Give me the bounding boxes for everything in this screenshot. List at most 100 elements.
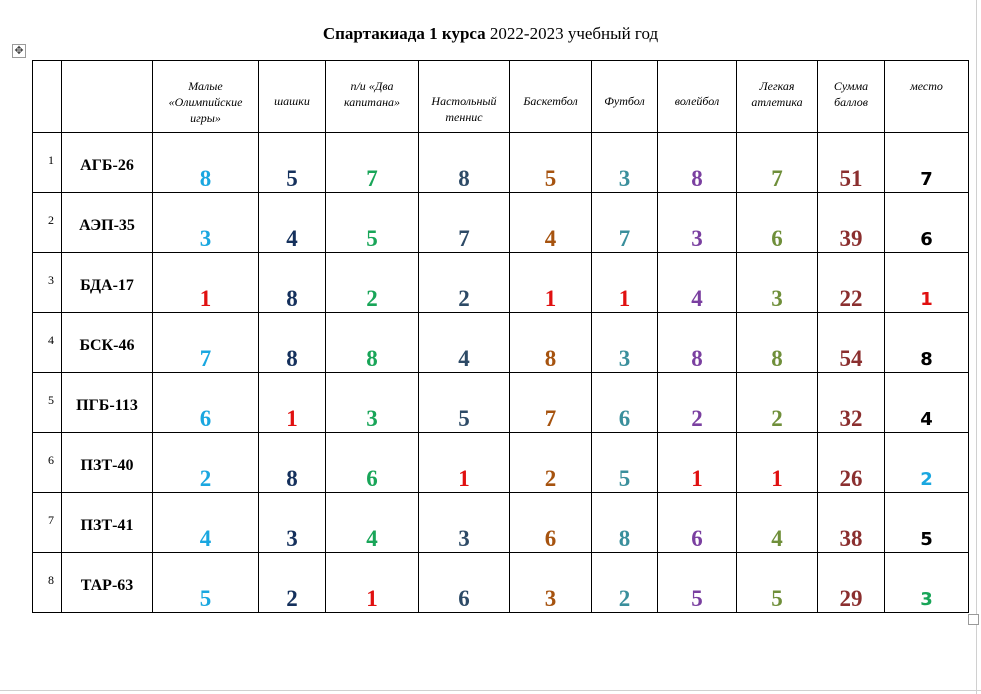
score-cell: 5 [258,132,326,193]
table-row: 8 ТАР-63 5 2 1 6 3 2 5 5 29 3 [32,552,969,613]
row-number-cell: 6 [32,432,62,493]
score-cell: 6 [591,372,658,433]
score-cell: 4 [258,192,326,253]
header-label: Футбол [604,94,645,108]
score-cell: 1 [591,252,658,313]
row-number: 3 [48,273,54,287]
header-cell: п/и «Два капитана» [325,60,419,133]
table-resize-handle[interactable] [968,614,979,625]
group-cell: ТАР-63 [61,552,153,613]
score-value: 1 [286,406,298,431]
row-number-cell: 4 [32,312,62,373]
group-cell: АЭП-35 [61,192,153,253]
row-number: 6 [48,453,54,467]
score-value: 8 [366,346,378,371]
score-cell: 2 [258,552,326,613]
row-number: 8 [48,573,54,587]
score-cell: 8 [325,312,419,373]
score-cell: 8 [258,432,326,493]
score-cell: 7 [736,132,818,193]
score-cell: 8 [418,132,510,193]
group-name: АГБ-26 [80,157,134,174]
score-value: 8 [691,346,703,371]
score-value: 2 [618,586,631,611]
score-cell: 2 [591,552,658,613]
score-value: 2 [286,586,298,611]
title-year-part: 2022-2023 учебный год [489,24,659,43]
header-label: п/и «Два капитана» [343,79,401,109]
score-cell: 38 [817,492,885,553]
place-cell: 2 [884,432,969,493]
score-value: 5 [544,166,557,191]
score-value: 4 [366,526,378,551]
score-value: 7 [618,226,631,251]
place-cell: 7 [884,132,969,193]
score-cell: 51 [817,132,885,193]
score-cell: 39 [817,192,885,253]
score-value: 1 [544,286,557,311]
score-value: 3 [366,406,378,431]
score-cell: 3 [509,552,592,613]
table-move-handle-icon[interactable]: ✥ [12,44,26,58]
place-value: 1 [920,289,933,310]
score-cell: 2 [418,252,510,313]
score-cell: 8 [736,312,818,373]
score-cell: 1 [657,432,737,493]
row-number-cell: 3 [32,252,62,313]
score-value: 8 [458,166,470,191]
score-cell: 8 [657,132,737,193]
score-cell: 4 [152,492,259,553]
score-cell: 4 [509,192,592,253]
row-number-cell: 5 [32,372,62,433]
score-value: 6 [618,406,631,431]
score-cell: 22 [817,252,885,313]
score-value: 5 [199,586,212,611]
table-row: 3 БДА-17 1 8 2 2 1 1 4 3 22 1 [32,252,969,313]
score-cell: 7 [509,372,592,433]
score-value: 6 [544,526,557,551]
row-number: 5 [48,393,54,407]
score-value: 5 [771,586,783,611]
score-cell: 8 [258,252,326,313]
score-value: 4 [691,286,703,311]
score-value: 32 [839,406,863,431]
score-cell: 5 [418,372,510,433]
group-name: ПЗТ-40 [80,457,134,474]
score-cell: 5 [591,432,658,493]
score-value: 38 [839,526,863,551]
score-value: 8 [618,526,631,551]
header-cell: шашки [258,60,326,133]
score-value: 3 [691,226,703,251]
score-cell: 8 [657,312,737,373]
score-cell: 2 [325,252,419,313]
score-value: 7 [199,346,212,371]
row-number-cell: 7 [32,492,62,553]
group-name: ТАР-63 [80,577,134,594]
score-value: 1 [618,286,631,311]
score-value: 8 [544,346,557,371]
score-value: 2 [199,466,212,491]
row-number: 2 [48,213,54,227]
score-cell: 3 [418,492,510,553]
place-cell: 5 [884,492,969,553]
score-cell: 3 [736,252,818,313]
score-value: 3 [771,286,783,311]
group-cell: БДА-17 [61,252,153,313]
page-edge-right [976,0,977,694]
header-cell: место [884,60,969,133]
place-value: 3 [920,589,933,610]
score-cell: 5 [509,132,592,193]
group-name: ПЗТ-41 [80,517,134,534]
score-cell: 26 [817,432,885,493]
header-cell: Легкая атлетика [736,60,818,133]
place-cell: 3 [884,552,969,613]
place-value: 2 [920,469,933,490]
score-value: 3 [618,346,631,371]
score-cell: 2 [657,372,737,433]
header-cell: Малые «Олимпийские игры» [152,60,259,133]
score-cell: 5 [657,552,737,613]
row-number-cell: 8 [32,552,62,613]
place-value: 7 [920,169,933,190]
score-value: 8 [286,286,298,311]
score-value: 1 [771,466,783,491]
